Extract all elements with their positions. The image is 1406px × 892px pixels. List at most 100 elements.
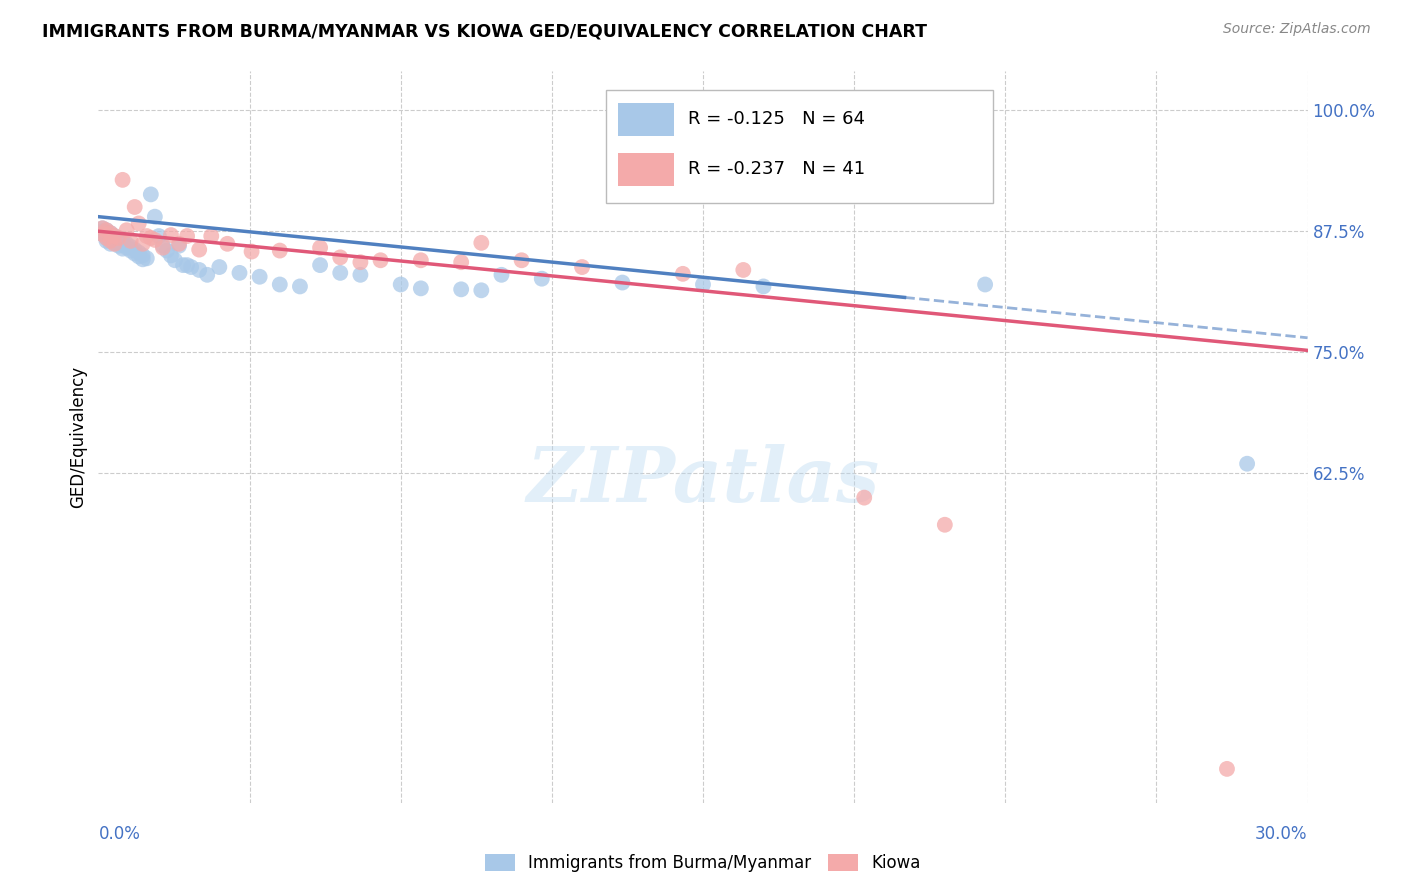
Point: [96, 234, 118, 248]
Point: [160, 228, 183, 243]
FancyBboxPatch shape: [606, 90, 993, 203]
Point: [733, 263, 755, 277]
Point: [91, 227, 114, 241]
Point: [124, 200, 146, 214]
Point: [309, 258, 332, 272]
Point: [100, 234, 122, 248]
Point: [370, 253, 392, 268]
Point: [450, 255, 472, 269]
Point: [470, 235, 492, 250]
Point: [188, 243, 211, 257]
Point: [167, 238, 190, 252]
Point: [132, 236, 155, 251]
Point: [152, 238, 174, 252]
Point: [571, 260, 593, 274]
Point: [103, 232, 125, 246]
Point: [329, 266, 352, 280]
Point: [269, 277, 291, 292]
Point: [96, 231, 118, 245]
Point: [409, 281, 432, 295]
Point: [288, 279, 311, 293]
Point: [139, 187, 162, 202]
Point: [115, 236, 138, 251]
Point: [111, 234, 134, 248]
Point: [752, 279, 775, 293]
Point: [470, 283, 492, 297]
Point: [934, 517, 956, 532]
Point: [143, 233, 166, 247]
Point: [160, 248, 183, 262]
Point: [139, 231, 162, 245]
Point: [672, 267, 695, 281]
Text: 30.0%: 30.0%: [1256, 825, 1308, 843]
Point: [135, 229, 157, 244]
Point: [240, 244, 263, 259]
Point: [107, 235, 129, 249]
Point: [103, 229, 125, 244]
Point: [91, 221, 114, 235]
Point: [91, 224, 114, 238]
Point: [409, 253, 432, 268]
Point: [100, 236, 122, 251]
Point: [612, 276, 634, 290]
Point: [132, 248, 155, 262]
Point: [91, 221, 114, 235]
Point: [111, 237, 134, 252]
Point: [1236, 457, 1258, 471]
Point: [128, 217, 150, 231]
Point: [128, 249, 150, 263]
Point: [96, 223, 118, 237]
Point: [692, 277, 714, 292]
Point: [96, 223, 118, 237]
Point: [188, 263, 211, 277]
Text: 0.0%: 0.0%: [98, 825, 141, 843]
Point: [200, 229, 222, 244]
Point: [450, 282, 472, 296]
Point: [163, 253, 186, 268]
Point: [120, 244, 142, 258]
Point: [96, 229, 118, 244]
Point: [135, 252, 157, 266]
Point: [96, 225, 118, 239]
Point: [132, 252, 155, 267]
Point: [124, 246, 146, 260]
Point: [100, 230, 122, 244]
Point: [228, 266, 250, 280]
Point: [111, 173, 134, 187]
FancyBboxPatch shape: [619, 153, 673, 186]
Point: [91, 227, 114, 241]
Text: ZIPatlas: ZIPatlas: [526, 444, 880, 518]
Point: [103, 236, 125, 251]
Point: [510, 253, 533, 268]
Y-axis label: GED/Equivalency: GED/Equivalency: [69, 366, 87, 508]
Point: [156, 244, 179, 258]
Point: [115, 241, 138, 255]
Text: Source: ZipAtlas.com: Source: ZipAtlas.com: [1223, 22, 1371, 37]
Point: [349, 255, 371, 269]
Point: [853, 491, 876, 505]
Point: [530, 271, 553, 285]
Point: [120, 234, 142, 248]
Point: [176, 229, 198, 244]
Point: [217, 236, 239, 251]
Point: [195, 268, 218, 282]
Point: [115, 223, 138, 237]
Point: [176, 258, 198, 272]
Point: [349, 268, 371, 282]
Point: [167, 236, 190, 251]
Point: [107, 231, 129, 245]
Text: R = -0.237   N = 41: R = -0.237 N = 41: [689, 160, 866, 178]
FancyBboxPatch shape: [619, 103, 673, 136]
Point: [269, 244, 291, 258]
Point: [103, 235, 125, 250]
Point: [152, 241, 174, 255]
Point: [124, 243, 146, 257]
Point: [107, 238, 129, 252]
Text: R = -0.125   N = 64: R = -0.125 N = 64: [689, 110, 866, 128]
Point: [107, 231, 129, 245]
Point: [96, 231, 118, 245]
Point: [249, 269, 271, 284]
Point: [309, 241, 332, 255]
Point: [100, 226, 122, 240]
Point: [120, 240, 142, 254]
